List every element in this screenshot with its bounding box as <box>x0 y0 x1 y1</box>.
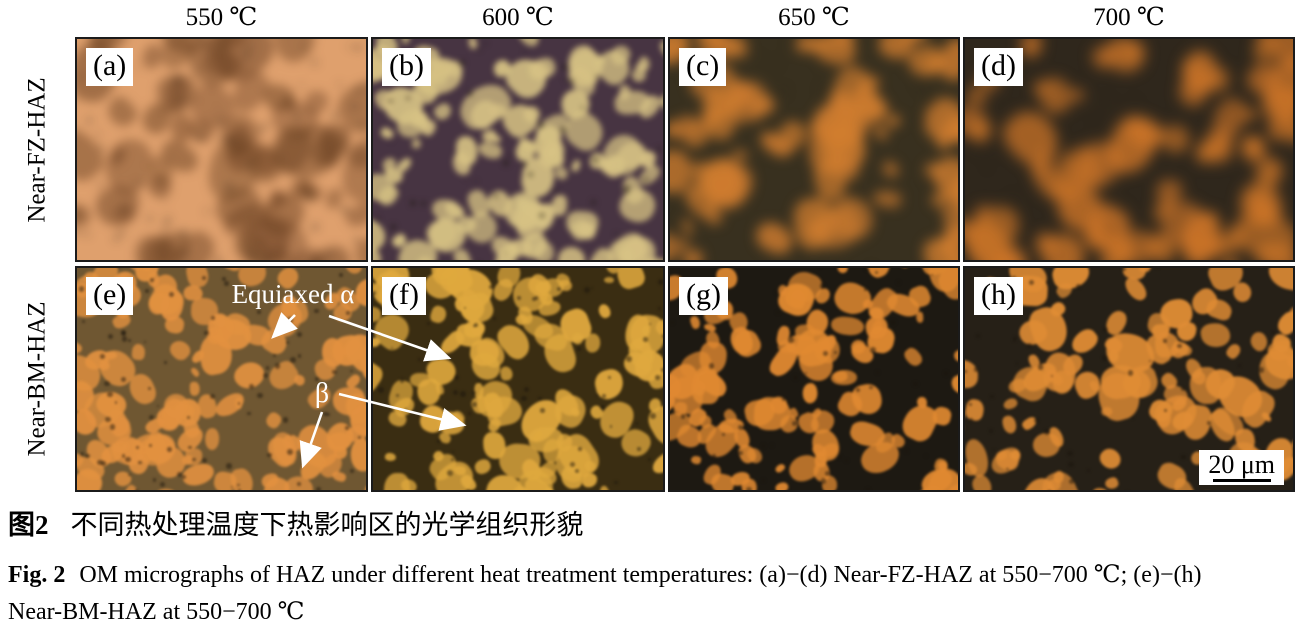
column-header-600: 600 ℃ <box>482 4 554 31</box>
caption-chinese-label: 图2 <box>8 510 49 540</box>
panel-label-a: (a) <box>86 48 134 86</box>
micrograph-texture <box>670 39 958 260</box>
row-label-near-fz-haz: Near-FZ-HAZ <box>23 76 51 223</box>
micrograph-panel-b: (b) <box>371 37 665 262</box>
caption-english-line2: Near-BM-HAZ at 550−700 ℃ <box>8 599 305 625</box>
micrograph-texture <box>670 268 958 490</box>
column-header-700: 700 ℃ <box>1093 4 1165 31</box>
micrograph-panel-g: (g) <box>668 266 960 492</box>
column-header-650: 650 ℃ <box>778 4 850 31</box>
micrograph-panel-e: (e) <box>75 266 368 492</box>
column-header-550: 550 ℃ <box>185 4 258 31</box>
micrograph-texture <box>965 39 1293 260</box>
panel-label-e: (e) <box>86 277 134 315</box>
panel-label-c: (c) <box>679 48 727 86</box>
row-label-near-bm-haz: Near-BM-HAZ <box>23 301 51 457</box>
panel-label-b: (b) <box>382 48 431 86</box>
panel-label-d: (d) <box>974 48 1023 86</box>
scale-bar-line <box>1212 479 1271 482</box>
micrograph-panel-h: (h) 20 μm <box>963 266 1295 492</box>
caption-english-label: Fig. 2 <box>8 562 66 588</box>
caption-english-line1: Fig. 2 OM micrographs of HAZ under differ… <box>8 562 1202 588</box>
caption-chinese-text: 不同热处理温度下热影响区的光学组织形貌 <box>70 510 584 540</box>
micrograph-texture <box>373 39 663 260</box>
micrograph-texture <box>77 39 366 260</box>
micrograph-panel-d: (d) <box>963 37 1295 262</box>
micrograph-panel-a: (a) <box>75 37 368 262</box>
panel-label-g: (g) <box>679 277 728 315</box>
scale-bar: 20 μm <box>1199 450 1284 485</box>
micrograph-panel-f: (f) <box>371 266 665 492</box>
scale-bar-label: 20 μm <box>1208 450 1275 479</box>
panel-label-h: (h) <box>974 277 1023 315</box>
panel-label-f: (f) <box>382 277 426 315</box>
caption-chinese: 图2 不同热处理温度下热影响区的光学组织形貌 <box>8 503 584 542</box>
micrograph-panel-c: (c) <box>668 37 960 262</box>
